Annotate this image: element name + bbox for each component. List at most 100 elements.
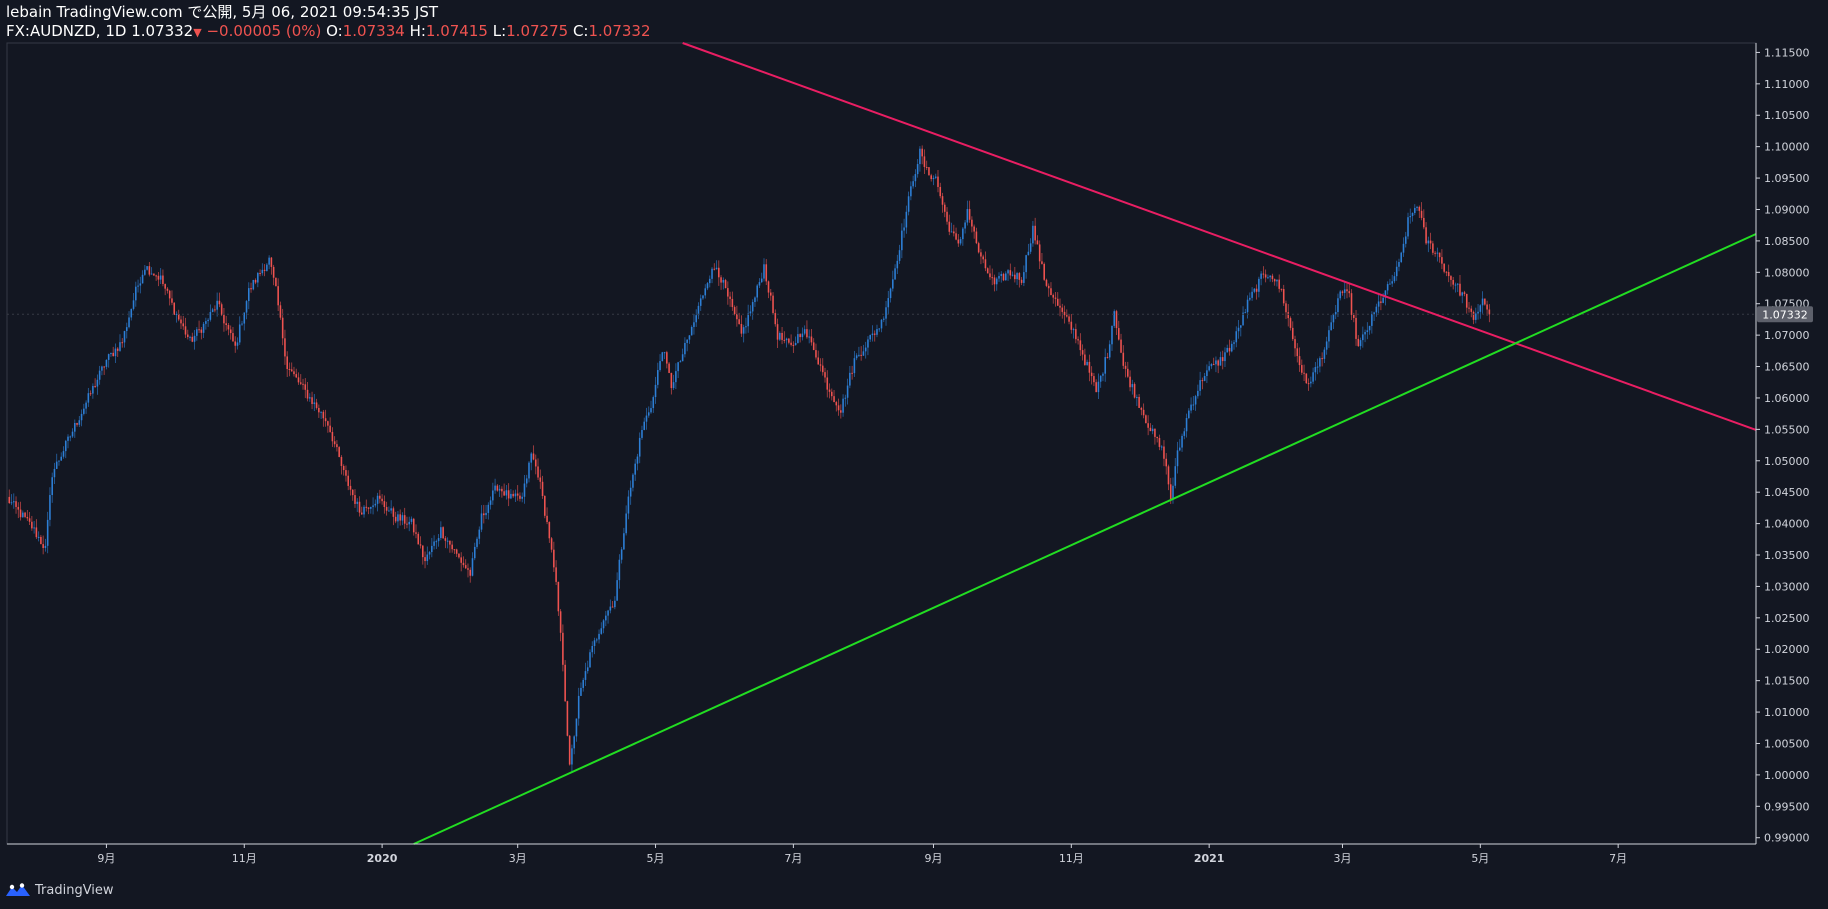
candle-body [919,148,921,165]
candle-body [489,500,492,505]
candle-body [198,329,200,331]
candle-body [688,335,691,340]
candle-body [957,239,960,244]
candle-body [1158,438,1161,447]
candle-body [1224,352,1226,362]
candle-body [1142,409,1145,416]
candle-body [311,397,313,404]
candle-body [844,397,847,399]
candle-body [428,552,431,555]
candle-body [31,521,33,529]
footer-brand[interactable]: TradingView [6,880,114,900]
symbol-info[interactable]: FX:AUDNZD, 1D 1.07332 [6,22,194,40]
y-tick-label: 1.11000 [1764,78,1810,91]
candle-body [1063,311,1066,316]
candle-body [806,329,808,338]
candle-body [125,327,128,332]
candle-body [297,377,300,383]
candle-body [464,565,467,569]
candle-body [864,347,867,352]
candle-body [1239,325,1242,328]
candle-body [250,288,252,290]
candle-body [1291,327,1294,340]
candle-body [722,280,725,283]
candle-body [1004,273,1007,281]
candle-body [679,361,682,363]
candle-body [769,292,772,296]
candle-body [964,222,966,229]
candle-body [928,167,930,176]
candle-body [1307,383,1310,385]
candle-body [1364,331,1366,335]
candle-body [496,485,499,491]
candle-body [1468,307,1470,309]
candle-body [175,313,178,315]
x-tick-label: 2021 [1194,852,1225,865]
candle-body [765,264,768,282]
candle-body [1371,314,1373,326]
candle-body [1099,375,1102,382]
candle-body [1314,367,1317,373]
candle-body [1260,273,1262,279]
candle-body [980,252,982,257]
candle-body [851,372,853,374]
high-value: 1.07415 [425,22,488,40]
candle-body [220,304,223,315]
candle-body [505,490,508,496]
candle-body [955,233,957,240]
candle-body [790,342,792,345]
candle-body [1427,240,1430,244]
candle-body [309,397,311,399]
candle-body [480,513,483,530]
candle-body [336,444,338,448]
candle-body [781,332,783,340]
candle-body [882,318,885,320]
candle-body [1355,317,1357,339]
candle-body [78,420,81,425]
candle-body [1029,243,1032,252]
candle-body [903,227,905,231]
candle-body [1303,372,1305,374]
candle-body [132,300,135,309]
candle-body [1120,339,1122,353]
candle-body [718,267,720,278]
plot-area[interactable] [6,42,1757,845]
candle-body [727,288,729,297]
candle-body [840,410,842,413]
candle-body [941,196,944,205]
candle-body [544,496,546,516]
candle-body [1269,275,1271,278]
x-tick-label: 9月 [97,852,115,865]
candle-body [103,366,105,368]
support-trendline[interactable] [413,233,1757,845]
candle-body [444,538,447,541]
candle-body [1066,315,1068,317]
candle-body [55,461,58,469]
candle-body [168,290,171,299]
candle-body [1047,285,1050,289]
time-axis[interactable]: 9月 11月 2020 3月 5月 7月 9月 11月 2021 3月 5月 7月 [97,844,1627,865]
candle-body [815,350,817,358]
candle-body [320,411,322,413]
price-axis[interactable]: 0.99000 0.99500 1.00000 1.00500 1.01000 1.015… [1756,46,1810,845]
candle-body [867,339,869,348]
candle-body [257,273,259,283]
candle-body [26,516,29,519]
candle-body [1197,390,1199,397]
candle-body [458,553,460,558]
candle-body [968,209,971,220]
candle-body [1395,266,1398,277]
candle-body [821,365,824,373]
candle-body [123,331,126,343]
resistance-trendline[interactable] [682,42,1757,431]
candle-body [1199,380,1201,391]
x-tick-label: 7月 [1609,852,1627,865]
candle-body [71,431,74,437]
candle-body [575,718,578,737]
candle-body [1325,341,1328,350]
candle-body [92,385,94,394]
candle-body [916,164,919,175]
candle-body [1117,328,1120,340]
candle-body [697,305,700,316]
